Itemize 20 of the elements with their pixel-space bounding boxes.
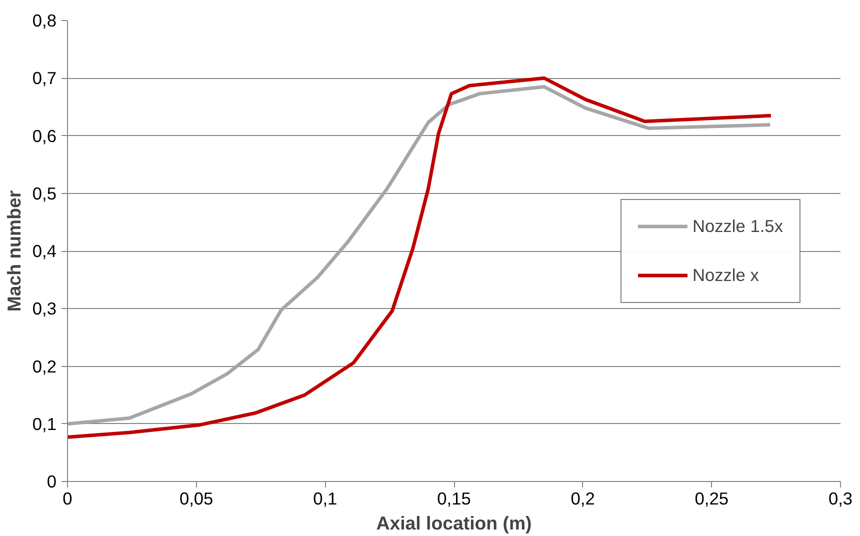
- x-tick-label: 0,3: [828, 488, 853, 508]
- x-tick-label: 0,1: [313, 488, 338, 508]
- x-tick-label: 0,2: [570, 488, 595, 508]
- y-tick-label: 0,5: [32, 183, 57, 204]
- legend-label: Nozzle x: [692, 264, 759, 286]
- y-tick-label: 0,6: [32, 126, 57, 146]
- x-tick-label: 0,15: [437, 488, 471, 508]
- y-tick-label: 0,4: [32, 241, 57, 261]
- y-tick-label: 0,8: [32, 10, 57, 30]
- y-tick-label: 0,1: [32, 414, 57, 434]
- y-tick-label: 0,7: [32, 68, 57, 88]
- y-tick-label: 0,2: [32, 356, 57, 376]
- x-tick-label: 0: [62, 488, 72, 508]
- x-tick-label: 0,25: [694, 488, 729, 508]
- x-axis-title: Axial location (m): [376, 512, 532, 534]
- legend-label: Nozzle 1.5x: [692, 216, 783, 236]
- y-tick-label: 0,3: [32, 298, 57, 319]
- y-axis-title: Mach number: [3, 190, 24, 312]
- x-tick-label: 0,05: [179, 488, 214, 508]
- y-tick-label: 0: [46, 472, 57, 492]
